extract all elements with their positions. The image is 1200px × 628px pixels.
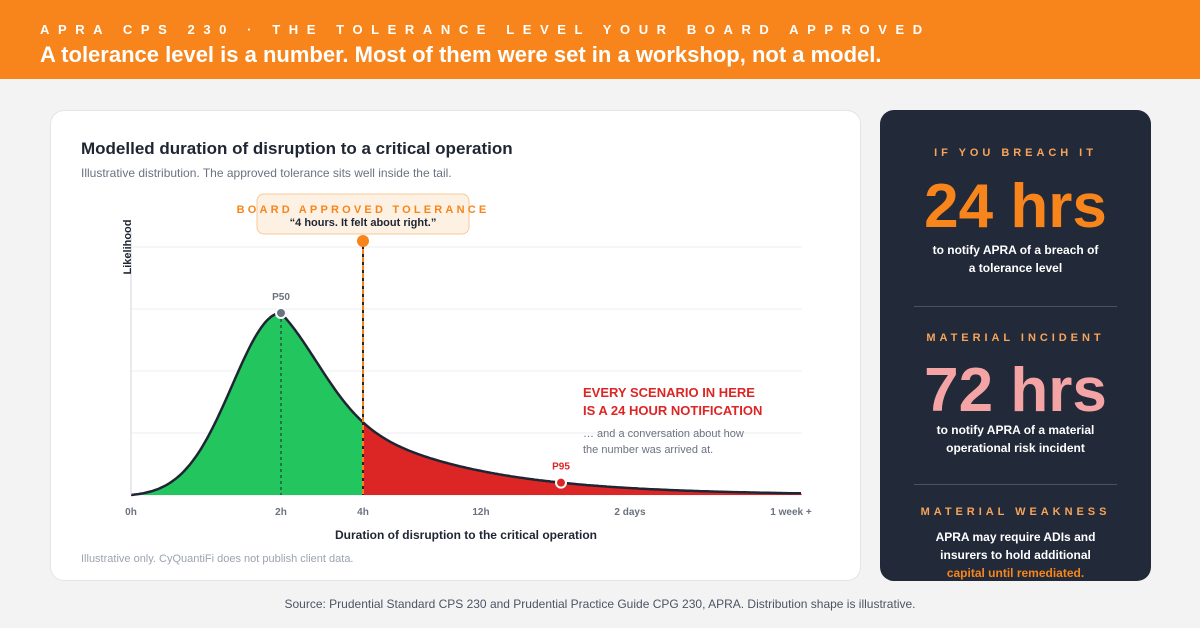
- weakness-label: MATERIAL WEAKNESS: [920, 506, 1111, 518]
- x-tick-label: 2 days: [614, 507, 646, 518]
- incident-text-line1: to notify APRA of a material: [936, 423, 1095, 437]
- incident-value: 72 hrs: [924, 356, 1107, 425]
- chart-title: Modelled duration of disruption to a cri…: [81, 139, 513, 158]
- header-kicker: APRA CPS 230 · THE TOLERANCE LEVEL YOUR …: [40, 22, 931, 37]
- weakness-text-line2: insurers to hold additional: [940, 548, 1091, 562]
- x-tick-label: 12h: [472, 507, 489, 518]
- chart-note: Illustrative only. CyQuantiFi does not p…: [81, 553, 354, 565]
- header-banner: APRA CPS 230 · THE TOLERANCE LEVEL YOUR …: [0, 0, 1200, 79]
- chart-card: Modelled duration of disruption to a cri…: [50, 110, 861, 581]
- header-headline: A tolerance level is a number. Most of t…: [40, 42, 882, 67]
- chart-subtitle: Illustrative distribution. The approved …: [81, 166, 452, 180]
- weakness-text-line1: APRA may require ADIs and: [935, 530, 1096, 544]
- tolerance-callout-label: BOARD APPROVED TOLERANCE: [237, 204, 490, 216]
- tolerance-callout: [256, 193, 470, 235]
- x-tick-label: 1 week +: [770, 507, 812, 518]
- x-tick-label: 0h: [125, 507, 137, 518]
- breach-value: 24 hrs: [924, 172, 1107, 241]
- tail-annotation-sub2: the number was arrived at.: [583, 444, 713, 456]
- divider: [914, 484, 1117, 485]
- distribution-chart: P50 BOARD APPROVED TOLERANCE “4 hours. I…: [122, 193, 812, 542]
- breach-text-line2: a tolerance level: [968, 261, 1063, 275]
- p95-marker: [555, 476, 567, 489]
- x-tick-label: 2h: [275, 507, 287, 518]
- source-footnote: Source: Prudential Standard CPS 230 and …: [284, 597, 916, 611]
- area-beyond-tolerance: [363, 422, 802, 495]
- tolerance-marker: [357, 235, 369, 247]
- weakness-text-line3: capital until remediated.: [946, 566, 1085, 580]
- p50-marker: [275, 307, 287, 319]
- breach-label: IF YOU BREACH IT: [934, 147, 1097, 159]
- breach-text-line1: to notify APRA of a breach of: [932, 243, 1099, 257]
- p95-label: P95: [552, 462, 570, 473]
- incident-label: MATERIAL INCIDENT: [926, 332, 1105, 344]
- distribution-curve: [130, 311, 801, 497]
- x-axis-label: Duration of disruption to the critical o…: [335, 528, 597, 542]
- p50-label: P50: [272, 292, 290, 303]
- incident-text-line2: operational risk incident: [946, 441, 1085, 455]
- divider: [914, 306, 1117, 307]
- notification-panel: IF YOU BREACH IT 24 hrs to notify APRA o…: [880, 110, 1151, 581]
- tail-annotation-line2: IS A 24 HOUR NOTIFICATION: [583, 403, 762, 418]
- tolerance-callout-quote: “4 hours. It felt about right.”: [290, 217, 437, 229]
- tail-annotation-line1: EVERY SCENARIO IN HERE: [583, 385, 755, 400]
- y-axis-label: Likelihood: [122, 220, 134, 275]
- tail-annotation-sub1: … and a conversation about how: [583, 428, 744, 440]
- x-tick-label: 4h: [357, 507, 369, 518]
- area-within-tolerance: [131, 313, 363, 495]
